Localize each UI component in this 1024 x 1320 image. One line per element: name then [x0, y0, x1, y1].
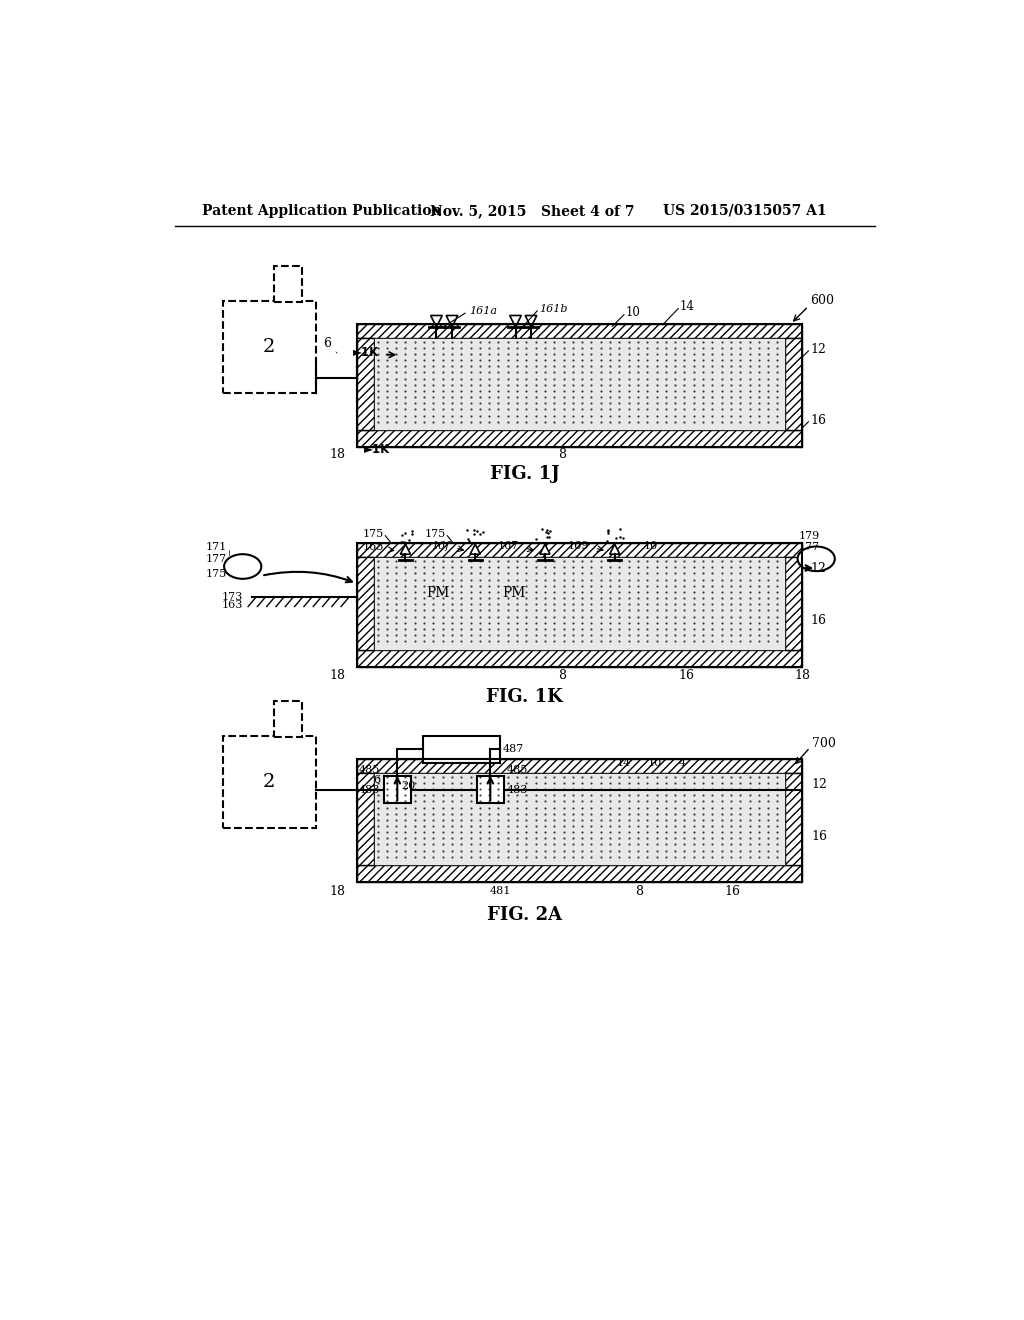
Text: 485: 485	[506, 766, 527, 775]
Bar	[356, 430, 802, 447]
Text: 177: 177	[206, 554, 227, 564]
Text: 165: 165	[362, 543, 384, 552]
Text: 16: 16	[678, 669, 694, 682]
Text: 14: 14	[680, 300, 694, 313]
Text: 485: 485	[358, 766, 380, 775]
Text: 10: 10	[643, 541, 657, 550]
Text: 18: 18	[795, 669, 810, 682]
Text: Patent Application Publication: Patent Application Publication	[202, 203, 441, 218]
Text: FIG. 1J: FIG. 1J	[490, 465, 559, 483]
Text: 161a: 161a	[469, 306, 497, 315]
Polygon shape	[400, 544, 411, 554]
Text: ►1K: ►1K	[353, 346, 379, 359]
Polygon shape	[446, 315, 458, 327]
Text: PM: PM	[426, 586, 450, 601]
Text: 167: 167	[498, 541, 519, 550]
Polygon shape	[609, 544, 620, 554]
Bar	[423, 737, 500, 763]
Text: 8: 8	[636, 884, 643, 898]
Text: ►1K: ►1K	[364, 444, 390, 455]
Text: 10: 10	[648, 758, 663, 768]
Text: 179: 179	[799, 531, 819, 541]
Text: 2: 2	[263, 774, 275, 791]
Text: 6: 6	[324, 337, 337, 354]
Text: 16: 16	[725, 884, 740, 898]
Bar	[356, 338, 374, 430]
Text: 2: 2	[263, 338, 275, 356]
Text: 175: 175	[206, 569, 227, 579]
Text: 177: 177	[799, 543, 819, 552]
Bar	[356, 759, 802, 774]
Text: 4: 4	[679, 758, 686, 768]
Text: 18: 18	[330, 669, 345, 682]
Text: 12: 12	[810, 562, 826, 576]
Text: 169: 169	[567, 541, 589, 550]
Bar	[273, 267, 302, 302]
Bar	[477, 776, 504, 804]
Text: 700: 700	[812, 737, 836, 750]
Bar	[356, 323, 802, 338]
Text: 483: 483	[358, 785, 380, 795]
Text: 8: 8	[558, 669, 566, 682]
Text: 10: 10	[626, 306, 640, 319]
Text: Nov. 5, 2015   Sheet 4 of 7: Nov. 5, 2015 Sheet 4 of 7	[430, 203, 635, 218]
Bar	[356, 649, 802, 667]
Text: 483: 483	[506, 785, 527, 795]
Bar	[222, 301, 315, 393]
Text: 163: 163	[221, 601, 243, 610]
Text: 161b: 161b	[539, 304, 567, 314]
Text: 12: 12	[810, 343, 826, 356]
Bar	[785, 338, 802, 430]
Text: 481: 481	[489, 887, 511, 896]
Bar	[374, 557, 785, 649]
Text: 18: 18	[330, 449, 345, 462]
Text: 175: 175	[362, 529, 384, 539]
Text: 16: 16	[810, 413, 826, 426]
Bar	[785, 557, 802, 649]
Bar	[356, 544, 802, 557]
Text: 8: 8	[558, 449, 566, 462]
Text: 487: 487	[503, 744, 523, 754]
Text: FIG. 1K: FIG. 1K	[486, 689, 563, 706]
Bar	[356, 774, 374, 866]
Polygon shape	[431, 315, 442, 327]
Bar	[222, 737, 315, 829]
Polygon shape	[510, 315, 521, 327]
Bar	[356, 866, 802, 882]
Ellipse shape	[798, 546, 835, 572]
Text: 600: 600	[810, 294, 834, 308]
Text: 16: 16	[810, 614, 826, 627]
Bar	[374, 774, 785, 866]
Text: 12: 12	[812, 777, 827, 791]
Bar	[384, 776, 411, 804]
Bar	[785, 774, 802, 866]
Text: 16: 16	[812, 829, 827, 842]
Polygon shape	[540, 544, 550, 554]
Polygon shape	[470, 544, 480, 554]
Text: PM: PM	[502, 586, 525, 601]
Text: 14: 14	[616, 758, 631, 768]
Text: 16f: 16f	[431, 541, 450, 550]
Text: US 2015/0315057 A1: US 2015/0315057 A1	[663, 203, 826, 218]
Text: 175: 175	[425, 529, 445, 539]
Ellipse shape	[224, 554, 261, 578]
Text: 6: 6	[373, 775, 380, 785]
Polygon shape	[525, 315, 537, 327]
Bar	[273, 701, 302, 738]
Text: 173: 173	[221, 593, 243, 602]
Text: 18: 18	[330, 884, 345, 898]
Bar	[374, 338, 785, 430]
Text: FIG. 2A: FIG. 2A	[487, 906, 562, 924]
Text: 20: 20	[401, 781, 416, 791]
Text: 171: 171	[206, 543, 227, 552]
Bar	[356, 557, 374, 649]
